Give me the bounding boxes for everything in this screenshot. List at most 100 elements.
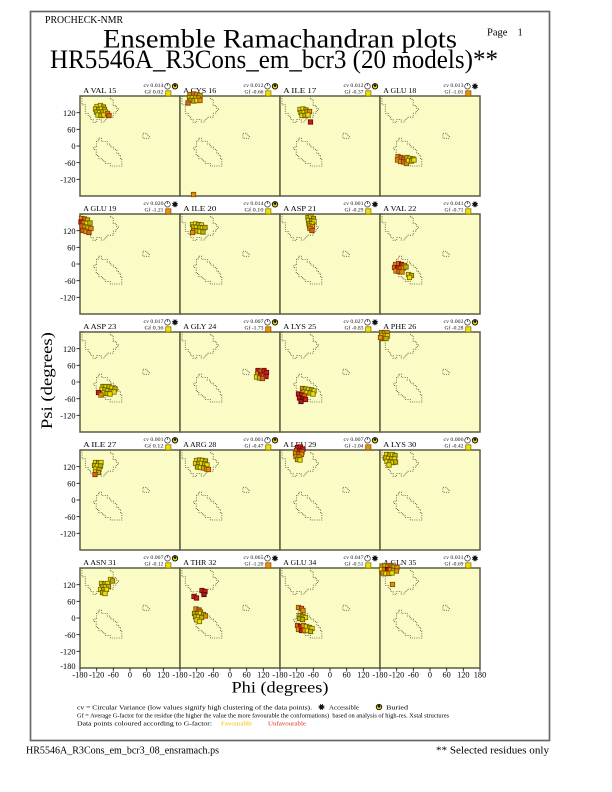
- svg-text:cv 0.007: cv 0.007: [244, 320, 265, 325]
- svg-text:-120: -120: [60, 412, 75, 421]
- svg-text:Gf 0.02: Gf 0.02: [145, 91, 165, 96]
- svg-text:A LYS 30: A LYS 30: [383, 441, 417, 449]
- svg-text:cv 0.013: cv 0.013: [444, 84, 465, 89]
- svg-text:1: 1: [518, 27, 523, 38]
- svg-text:A THR 32: A THR 32: [183, 559, 217, 567]
- svg-text:cv 0.027: cv 0.027: [344, 320, 365, 325]
- svg-text:Phi (degrees): Phi (degrees): [232, 679, 329, 697]
- svg-text:cv 0.007: cv 0.007: [144, 556, 165, 561]
- svg-text:Gf -0.71: Gf -0.71: [445, 209, 465, 214]
- svg-text:120: 120: [63, 227, 75, 236]
- svg-text:Gf -0.12: Gf -0.12: [145, 563, 165, 568]
- svg-text:cv 0.002: cv 0.002: [444, 320, 465, 325]
- svg-text:Gf 0.36: Gf 0.36: [145, 327, 165, 332]
- svg-text:-180: -180: [272, 670, 287, 679]
- svg-text:Page: Page: [487, 27, 508, 38]
- svg-text:HR5546A_R3Cons_em_bcr3 (20 mod: HR5546A_R3Cons_em_bcr3 (20 models)**: [50, 45, 498, 74]
- svg-text:-60: -60: [64, 513, 75, 522]
- svg-text:A ILE 27: A ILE 27: [83, 441, 117, 449]
- svg-text:Gf -0.29: Gf -0.29: [345, 209, 365, 214]
- svg-text:120: 120: [63, 109, 75, 118]
- svg-text:HR5546A_R3Cons_em_bcr3_08_ensr: HR5546A_R3Cons_em_bcr3_08_ensramach.ps: [26, 745, 219, 756]
- svg-text:Gf -1.21: Gf -1.21: [145, 209, 165, 214]
- svg-text:120: 120: [357, 670, 369, 679]
- svg-text:cv 0.012: cv 0.012: [344, 84, 365, 89]
- svg-text:180: 180: [474, 670, 486, 679]
- svg-text:Gf -0.83: Gf -0.83: [345, 327, 365, 332]
- svg-text:A GLU 34: A GLU 34: [283, 559, 317, 567]
- svg-text:A LYS 25: A LYS 25: [283, 323, 317, 331]
- svg-text:Ensemble Ramachandran plots: Ensemble Ramachandran plots: [103, 24, 457, 53]
- svg-text:-60: -60: [64, 159, 75, 168]
- svg-text:-180: -180: [72, 670, 87, 679]
- svg-text:Gf = Average G-factor for the: Gf = Average G-factor for the residue (t…: [77, 713, 450, 720]
- svg-text:cv 0.017: cv 0.017: [144, 320, 165, 325]
- svg-text:A GLU 18: A GLU 18: [383, 87, 417, 95]
- svg-text:Gf -0.47: Gf -0.47: [245, 445, 265, 450]
- svg-text:0: 0: [71, 142, 75, 151]
- svg-text:A ILE 17: A ILE 17: [283, 87, 317, 95]
- svg-text:Gf -0.69: Gf -0.69: [445, 563, 465, 568]
- svg-text:-180: -180: [60, 662, 75, 671]
- svg-text:60: 60: [67, 598, 75, 607]
- svg-text:0: 0: [228, 670, 232, 679]
- svg-text:120: 120: [257, 670, 269, 679]
- svg-text:60: 60: [67, 480, 75, 489]
- svg-text:cv 0.014: cv 0.014: [244, 202, 265, 207]
- svg-text:0: 0: [71, 614, 75, 623]
- svg-text:Buried: Buried: [386, 705, 409, 712]
- svg-text:-120: -120: [60, 176, 75, 185]
- svg-text:cv 0.065: cv 0.065: [244, 556, 265, 561]
- svg-text:cv 0.020: cv 0.020: [144, 202, 165, 207]
- svg-text:60: 60: [67, 362, 75, 371]
- svg-text:Favourable: Favourable: [221, 721, 252, 728]
- svg-text:0: 0: [71, 260, 75, 269]
- svg-text:A ASP 23: A ASP 23: [83, 323, 117, 331]
- svg-text:0: 0: [328, 670, 332, 679]
- svg-text:PROCHECK-NMR: PROCHECK-NMR: [45, 14, 124, 26]
- svg-text:Gf -1.04: Gf -1.04: [345, 445, 365, 450]
- svg-text:Gf 0.10: Gf 0.10: [245, 209, 265, 214]
- svg-text:-60: -60: [64, 631, 75, 640]
- svg-text:-60: -60: [108, 670, 119, 679]
- svg-text:A ASP 21: A ASP 21: [283, 205, 317, 213]
- svg-text:A PHE 26: A PHE 26: [383, 323, 417, 331]
- svg-text:Gf -1.20: Gf -1.20: [245, 563, 265, 568]
- svg-text:60: 60: [343, 670, 351, 679]
- svg-text:cv 0.001: cv 0.001: [144, 438, 165, 443]
- svg-text:-120: -120: [289, 670, 304, 679]
- svg-text:0: 0: [128, 670, 132, 679]
- svg-text:60: 60: [67, 244, 75, 253]
- svg-text:Gf -1.01: Gf -1.01: [445, 91, 465, 96]
- svg-text:Gf -0.37: Gf -0.37: [345, 91, 365, 96]
- svg-text:-120: -120: [60, 530, 75, 539]
- svg-text:60: 60: [443, 670, 451, 679]
- svg-text:A GLU 19: A GLU 19: [83, 205, 117, 213]
- svg-text:cv 0.041: cv 0.041: [444, 202, 465, 207]
- svg-text:-120: -120: [60, 294, 75, 303]
- svg-text:A GLY 24: A GLY 24: [183, 323, 217, 331]
- svg-text:A CYS 16: A CYS 16: [183, 87, 217, 95]
- svg-text:** Selected residues only: ** Selected residues only: [436, 745, 549, 756]
- svg-text:-180: -180: [372, 670, 387, 679]
- svg-text:Data points coloured according: Data points coloured according to G-fact…: [77, 721, 212, 728]
- svg-text:Gf -0.42: Gf -0.42: [445, 445, 465, 450]
- svg-text:-60: -60: [208, 670, 219, 679]
- svg-text:A ILE 20: A ILE 20: [183, 205, 217, 213]
- svg-text:60: 60: [67, 126, 75, 135]
- svg-text:60: 60: [143, 670, 151, 679]
- svg-text:0: 0: [71, 496, 75, 505]
- svg-text:cv 0.031: cv 0.031: [444, 556, 465, 561]
- svg-text:-60: -60: [64, 277, 75, 286]
- svg-text:-60: -60: [64, 395, 75, 404]
- svg-text:-120: -120: [389, 670, 404, 679]
- svg-text:120: 120: [157, 670, 169, 679]
- svg-text:-180: -180: [172, 670, 187, 679]
- svg-text:Gf -0.66: Gf -0.66: [245, 91, 265, 96]
- svg-text:Gf -0.51: Gf -0.51: [345, 563, 365, 568]
- svg-text:-60: -60: [308, 670, 319, 679]
- svg-text:Accessible: Accessible: [329, 705, 359, 712]
- svg-text:120: 120: [63, 581, 75, 590]
- svg-text:-120: -120: [60, 648, 75, 657]
- svg-text:Gf 0.12: Gf 0.12: [145, 445, 165, 450]
